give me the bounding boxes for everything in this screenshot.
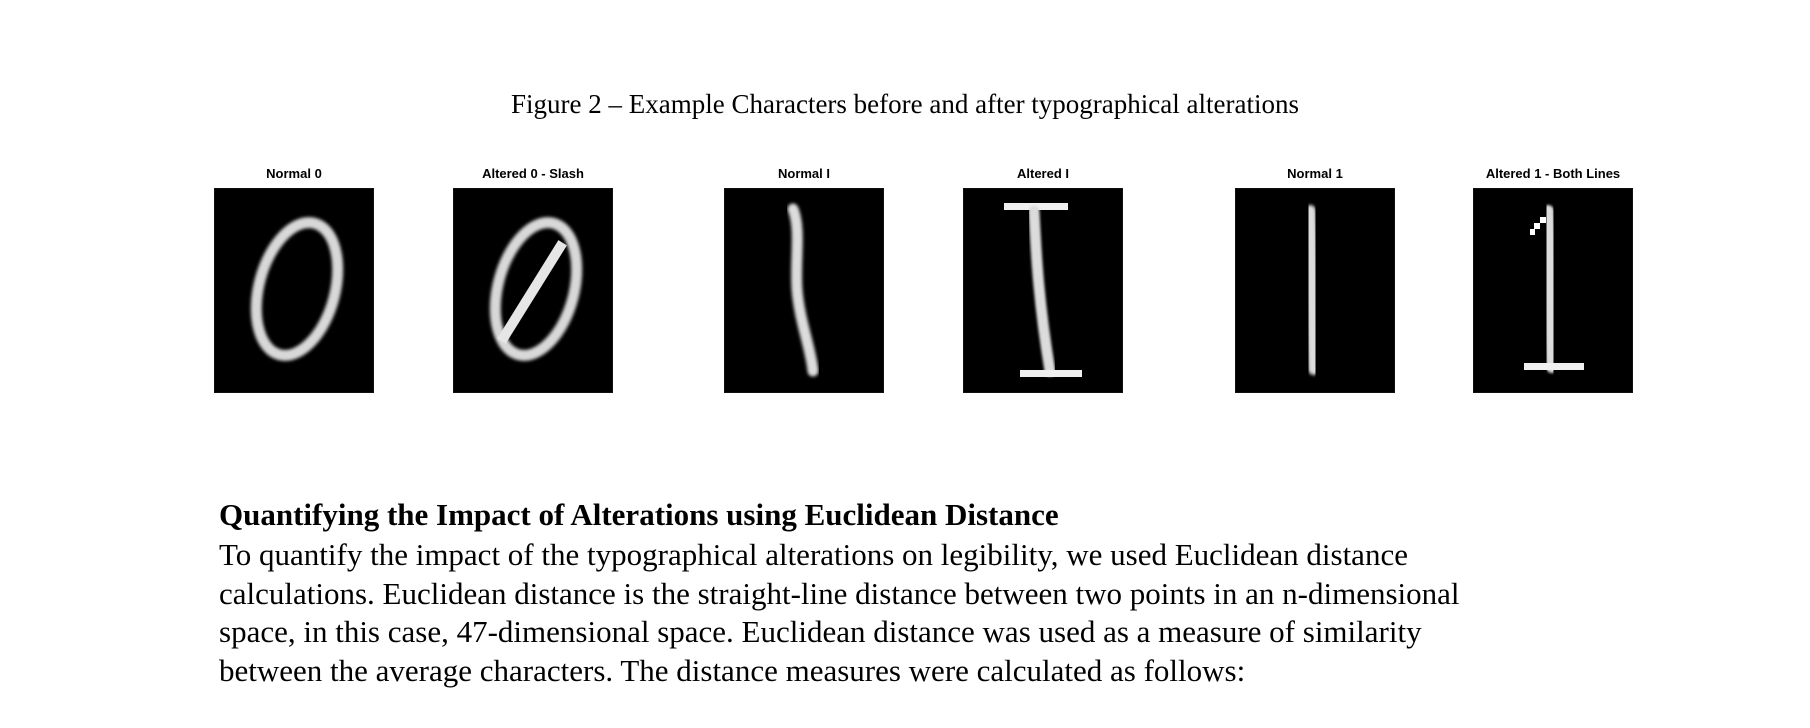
character-image-normal-capital-i [724,188,884,393]
section-heading: Quantifying the Impact of Alterations us… [219,497,1059,532]
body-paragraph: To quantify the impact of the typographi… [219,536,1619,690]
body-line: between the average characters. The dist… [219,652,1246,688]
character-image-normal-one [1235,188,1395,393]
character-image-normal-zero [214,188,374,393]
panel-label: Altered I [1016,166,1069,181]
panel-label: Altered 0 - Slash [482,166,584,181]
figure-panel-altered-i: Altered I [963,166,1123,393]
panel-label: Altered 1 - Both Lines [1485,166,1621,181]
body-line: calculations. Euclidean distance is the … [219,575,1460,611]
figure-panel-normal-i: Normal I [724,166,884,393]
figure-panel-altered-1-both-lines: Altered 1 - Both Lines [1473,166,1633,393]
figure-panel-normal-1: Normal 1 [1235,166,1395,393]
character-image-slashed-zero [453,188,613,393]
character-image-serifed-capital-i [963,188,1123,393]
panel-label: Normal 1 [1287,166,1343,181]
character-image-one-with-flag-and-base [1473,188,1633,393]
panel-label: Normal 0 [266,166,322,181]
figure-panel-altered-0-slash: Altered 0 - Slash [453,166,613,393]
body-line: To quantify the impact of the typographi… [219,537,1408,572]
panel-label: Normal I [777,166,830,181]
figure-caption: Figure 2 – Example Characters before and… [511,89,1299,119]
body-line: space, in this case, 47-dimensional spac… [219,614,1422,649]
figure-panel-normal-0: Normal 0 [214,166,374,393]
